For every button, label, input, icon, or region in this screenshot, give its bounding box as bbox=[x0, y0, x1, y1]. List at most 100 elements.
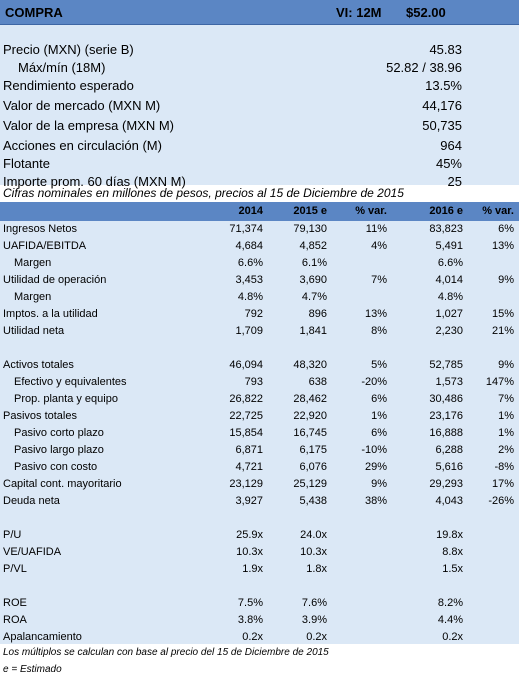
table-row: UAFIDA/EBITDA 4,684 4,852 4% 5,491 13% bbox=[0, 238, 519, 255]
table-row: Pasivo con costo 4,721 6,076 29% 5,616 -8% bbox=[0, 459, 519, 476]
table-row: Efectivo y equivalentes 793 638 -20% 1,573 14… bbox=[0, 374, 519, 391]
value-2015e: 0.2x bbox=[306, 631, 327, 643]
summary-value: 52.82 / 38.96 bbox=[386, 60, 462, 75]
table-row: Pasivo corto plazo 15,854 16,745 6% 16,888 1% bbox=[0, 425, 519, 442]
value-2016e: 1.5x bbox=[442, 563, 463, 575]
table-row: Pasivos totales 22,725 22,920 1% 23,176 1% bbox=[0, 408, 519, 425]
value-2015e: 16,745 bbox=[293, 427, 327, 439]
value-2015e: 48,320 bbox=[293, 359, 327, 371]
value-2014: 6,871 bbox=[235, 444, 263, 456]
value-2014: 26,822 bbox=[229, 393, 263, 405]
summary-row: Valor de mercado (MXN M) 44,176 bbox=[0, 96, 519, 115]
value-2014: 4.8% bbox=[237, 291, 263, 303]
summary-label: Importe prom. 60 días (MXN M) bbox=[3, 174, 186, 189]
value-2015e: 638 bbox=[308, 376, 327, 388]
row-label: Efectivo y equivalentes bbox=[14, 376, 127, 388]
var-2016: 6% bbox=[498, 223, 514, 235]
table-row: Activos totales 46,094 48,320 5% 52,785 9% bbox=[0, 357, 519, 374]
var-2016: 1% bbox=[498, 410, 514, 422]
row-label: Utilidad neta bbox=[3, 325, 65, 337]
table-row: P/VL 1.9x 1.8x 1.5x bbox=[0, 561, 519, 578]
var-2016: -8% bbox=[494, 461, 514, 473]
summary-panel: Precio (MXN) (serie B) 45.83 Máx/mín (18M)… bbox=[0, 25, 519, 189]
var-2015: 5% bbox=[371, 359, 387, 371]
value-2015e: 1.8x bbox=[306, 563, 327, 575]
value-2014: 46,094 bbox=[229, 359, 263, 371]
var-2016: 15% bbox=[491, 308, 514, 320]
var-2016: 13% bbox=[491, 240, 514, 252]
row-label: P/U bbox=[3, 529, 22, 541]
value-2016e: 83,823 bbox=[429, 223, 463, 235]
var-2015: -20% bbox=[361, 376, 387, 388]
value-2014: 1.9x bbox=[242, 563, 263, 575]
row-label: Utilidad de operación bbox=[3, 274, 107, 286]
value-2015e: 25,129 bbox=[293, 478, 327, 490]
var-2015: 6% bbox=[371, 393, 387, 405]
target-horizon: VI: 12M bbox=[336, 5, 382, 20]
var-2015: 9% bbox=[371, 478, 387, 490]
value-2015e: 4.7% bbox=[301, 291, 327, 303]
value-2014: 3,927 bbox=[235, 495, 263, 507]
value-2015e: 3,690 bbox=[299, 274, 327, 286]
var-2015: 7% bbox=[371, 274, 387, 286]
var-2016: 2% bbox=[498, 444, 514, 456]
var-2015: -10% bbox=[361, 444, 387, 456]
row-label: Margen bbox=[14, 257, 52, 269]
value-2014: 23,129 bbox=[229, 478, 263, 490]
value-2016e: 4.4% bbox=[437, 614, 463, 626]
row-label: Pasivo con costo bbox=[14, 461, 98, 473]
row-label: Prop. planta y equipo bbox=[14, 393, 118, 405]
table-row: P/U 25.9x 24.0x 19.8x bbox=[0, 527, 519, 544]
var-2015: 13% bbox=[364, 308, 387, 320]
var-2016: 7% bbox=[498, 393, 514, 405]
value-2016e: 2,230 bbox=[435, 325, 463, 337]
var-2015: 8% bbox=[371, 325, 387, 337]
value-2014: 15,854 bbox=[229, 427, 263, 439]
row-label: ROA bbox=[3, 614, 27, 626]
value-2015e: 1,841 bbox=[299, 325, 327, 337]
summary-label: Valor de la empresa (MXN M) bbox=[3, 118, 174, 133]
row-label: Imptos. a la utilidad bbox=[3, 308, 98, 320]
footer-note-multiples: Los múltiplos se calculan con base al pr… bbox=[3, 647, 329, 658]
summary-row: Máx/mín (18M) 52.82 / 38.96 bbox=[0, 58, 519, 77]
value-2016e: 19.8x bbox=[436, 529, 463, 541]
value-2015e: 10.3x bbox=[300, 546, 327, 558]
value-2016e: 16,888 bbox=[429, 427, 463, 439]
value-2014: 793 bbox=[244, 376, 263, 388]
table-row: Ingresos Netos 71,374 79,130 11% 83,823 6% bbox=[0, 221, 519, 238]
table-row: ROA 3.8% 3.9% 4.4% bbox=[0, 612, 519, 629]
table-row: Imptos. a la utilidad 792 896 13% 1,027 15% bbox=[0, 306, 519, 323]
value-2016e: 30,486 bbox=[429, 393, 463, 405]
summary-row: Precio (MXN) (serie B) 45.83 bbox=[0, 40, 519, 59]
figures-note: Cifras nominales en millones de pesos, p… bbox=[3, 186, 404, 200]
rating-title: COMPRA bbox=[5, 5, 63, 20]
value-2014: 22,725 bbox=[229, 410, 263, 422]
header-2016e: 2016 e bbox=[429, 205, 463, 217]
table-row: Capital cont. mayoritario 23,129 25,129 9% 2… bbox=[0, 476, 519, 493]
table-row: Deuda neta 3,927 5,438 38% 4,043 -26% bbox=[0, 493, 519, 510]
header-var-2015: % var. bbox=[355, 205, 387, 217]
value-2016e: 4.8% bbox=[437, 291, 463, 303]
value-2015e: 896 bbox=[308, 308, 327, 320]
value-2016e: 5,491 bbox=[435, 240, 463, 252]
value-2016e: 52,785 bbox=[429, 359, 463, 371]
summary-label: Máx/mín (18M) bbox=[18, 60, 106, 75]
value-2015e: 7.6% bbox=[301, 597, 327, 609]
row-label: UAFIDA/EBITDA bbox=[3, 240, 87, 252]
value-2014: 792 bbox=[244, 308, 263, 320]
var-2015: 1% bbox=[371, 410, 387, 422]
summary-value: 45.83 bbox=[429, 42, 462, 57]
value-2014: 4,684 bbox=[235, 240, 263, 252]
value-2016e: 23,176 bbox=[429, 410, 463, 422]
value-2015e: 6,076 bbox=[299, 461, 327, 473]
value-2015e: 24.0x bbox=[300, 529, 327, 541]
var-2016: 17% bbox=[491, 478, 514, 490]
var-2015: 4% bbox=[371, 240, 387, 252]
summary-value: 13.5% bbox=[425, 78, 462, 93]
summary-label: Rendimiento esperado bbox=[3, 78, 134, 93]
summary-label: Flotante bbox=[3, 156, 50, 171]
value-2016e: 1,027 bbox=[435, 308, 463, 320]
value-2015e: 79,130 bbox=[293, 223, 327, 235]
value-2014: 3,453 bbox=[235, 274, 263, 286]
summary-row: Valor de la empresa (MXN M) 50,735 bbox=[0, 116, 519, 135]
